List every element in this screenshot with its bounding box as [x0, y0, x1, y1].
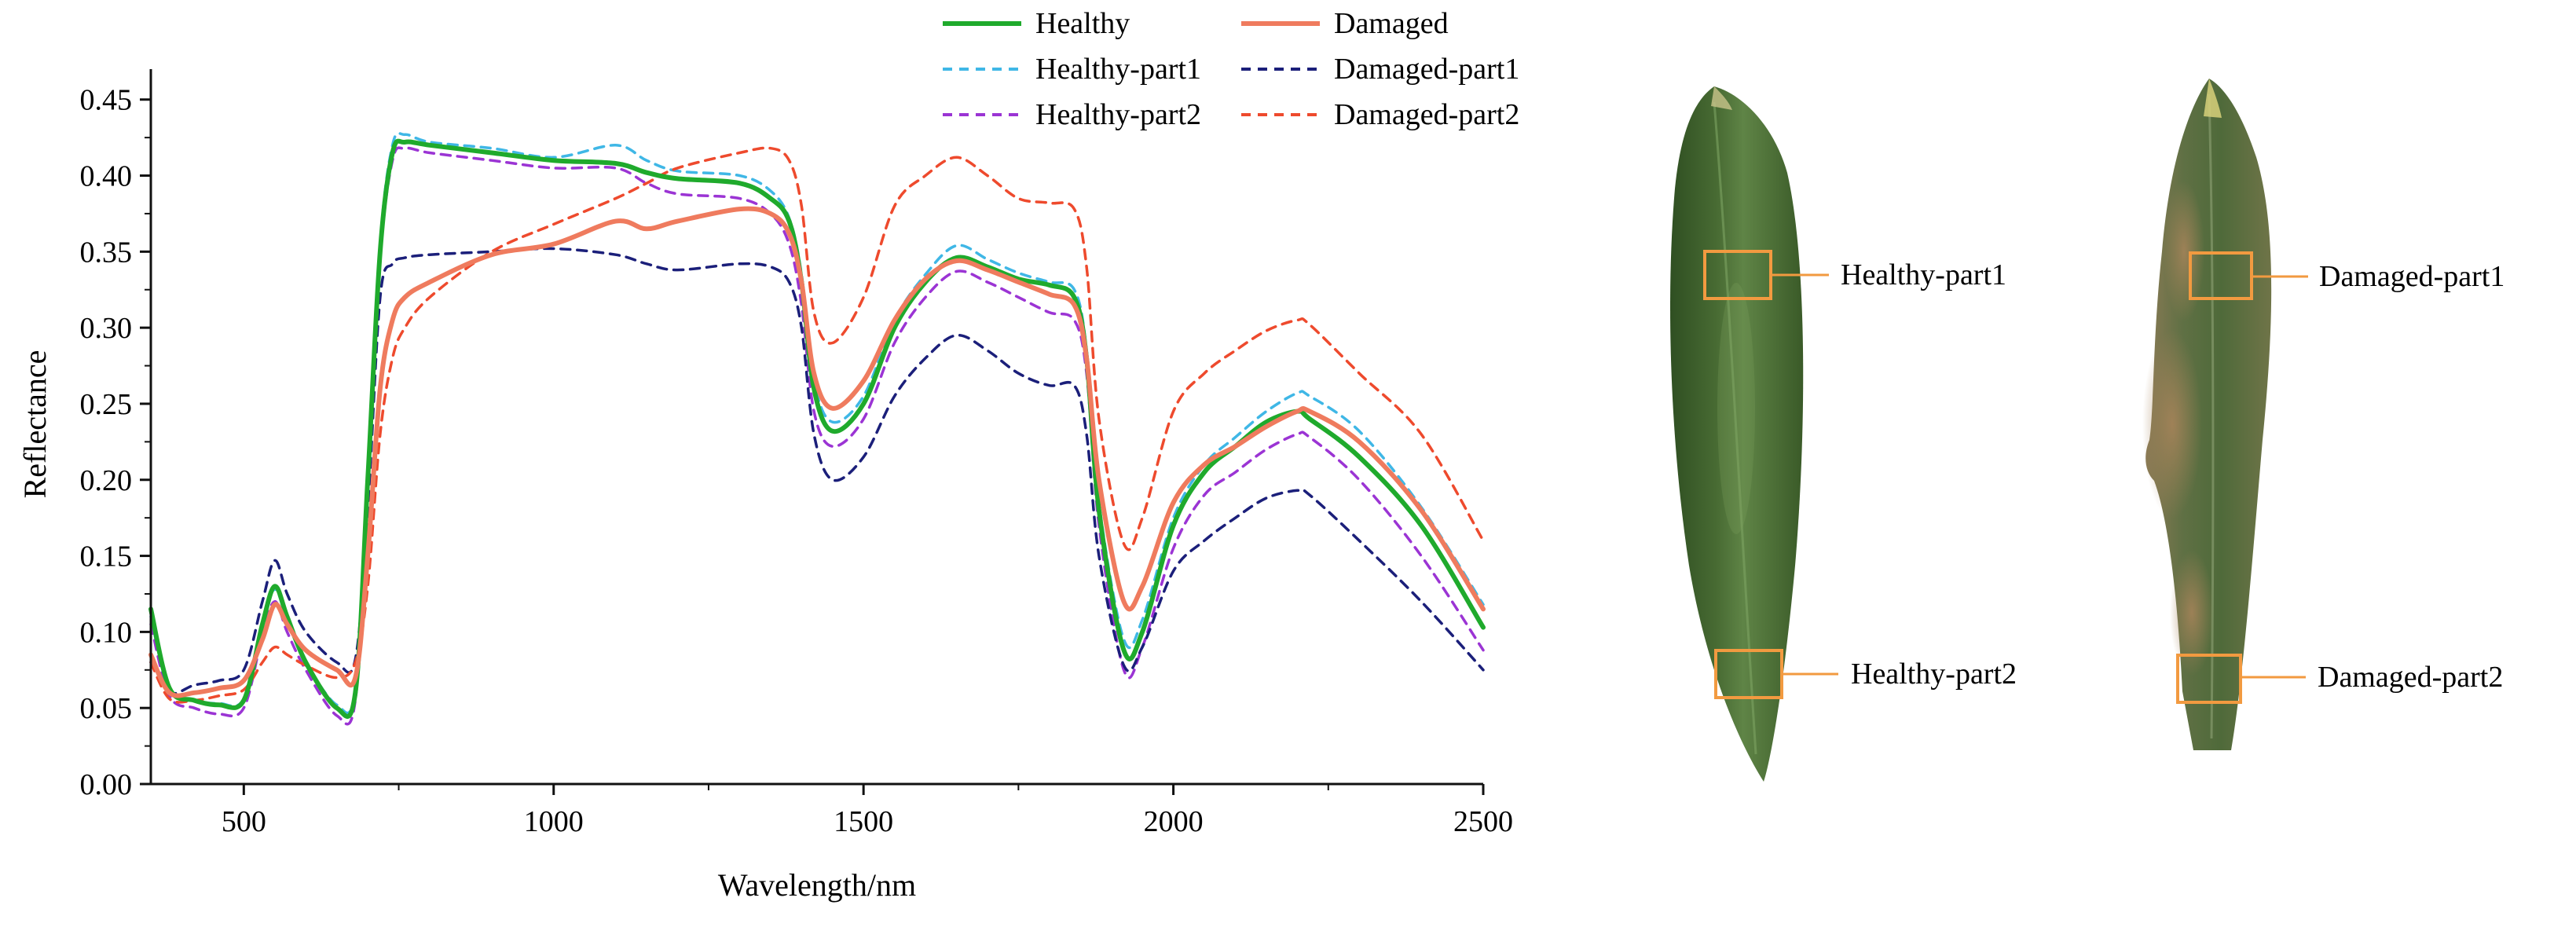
damaged-part2-label: Damaged-part2	[2318, 661, 2503, 694]
healthy-part1-label: Healthy-part1	[1841, 258, 2006, 291]
damaged-leaf-panel: Damaged-part1 Damaged-part2	[2142, 79, 2505, 750]
y-axis-title: Reflectance	[17, 350, 53, 499]
healthy-leaf-tip-icon	[1711, 86, 1732, 110]
series-line-damaged-part1	[149, 247, 1485, 695]
x-axis-title: Wavelength/nm	[718, 867, 916, 903]
healthy-leaf-highlight	[1717, 283, 1755, 534]
healthy-leaf-panel: Healthy-part1 Healthy-part2	[1670, 86, 2017, 782]
y-tick-label: 0.10	[80, 616, 133, 649]
legend-label: Damaged-part1	[1334, 53, 1519, 86]
y-tick-label: 0.45	[80, 84, 133, 117]
series-line-damaged	[148, 206, 1486, 698]
x-tick-label: 500	[222, 805, 266, 838]
x-tick-label: 1000	[524, 805, 584, 838]
legend-label: Damaged	[1334, 7, 1449, 40]
legend-label: Healthy	[1035, 7, 1130, 40]
y-tick-label: 0.30	[80, 312, 133, 345]
legend-label: Damaged-part2	[1334, 98, 1519, 131]
x-tick-label: 2000	[1144, 805, 1204, 838]
y-tick-label: 0.35	[80, 236, 133, 269]
legend: Healthy Damaged Healthy-part1 Damaged-part1…	[943, 7, 1519, 131]
series-line-healthy-part2	[149, 146, 1485, 726]
series-line-damaged-part2	[149, 146, 1485, 704]
ticks-layer: 0.00 0.05 0.10 0.15 0.20 0.25 0.30 0.35 0.40 0.45…	[80, 84, 1514, 838]
y-tick-label: 0.20	[80, 464, 133, 497]
damaged-part1-label: Damaged-part1	[2319, 260, 2505, 293]
y-tick-label: 0.25	[80, 388, 133, 421]
x-tick-label: 2500	[1453, 805, 1513, 838]
damaged-leaf-midrib	[2208, 93, 2215, 739]
y-tick-label: 0.00	[80, 768, 133, 801]
damaged-leaf-brown-patch	[2142, 330, 2202, 518]
y-tick-label: 0.15	[80, 540, 133, 573]
damaged-leaf-brown-patch	[2164, 181, 2204, 322]
x-tick-label: 1500	[834, 805, 893, 838]
series-line-healthy	[148, 138, 1486, 720]
series-layer	[148, 131, 1486, 726]
damaged-leaf-brown-patch	[2170, 550, 2214, 676]
damaged-leaf-tip-icon	[2204, 79, 2222, 118]
healthy-part2-label: Healthy-part2	[1851, 658, 2017, 691]
legend-label: Healthy-part2	[1035, 98, 1201, 131]
damaged-part2-box	[2176, 654, 2242, 704]
y-tick-label: 0.40	[80, 160, 133, 193]
series-line-healthy-part1	[149, 131, 1485, 715]
reflectance-chart: 0.00 0.05 0.10 0.15 0.20 0.25 0.30 0.35 0.40 0.45…	[17, 7, 1519, 903]
legend-label: Healthy-part1	[1035, 53, 1201, 86]
y-tick-label: 0.05	[80, 692, 133, 725]
